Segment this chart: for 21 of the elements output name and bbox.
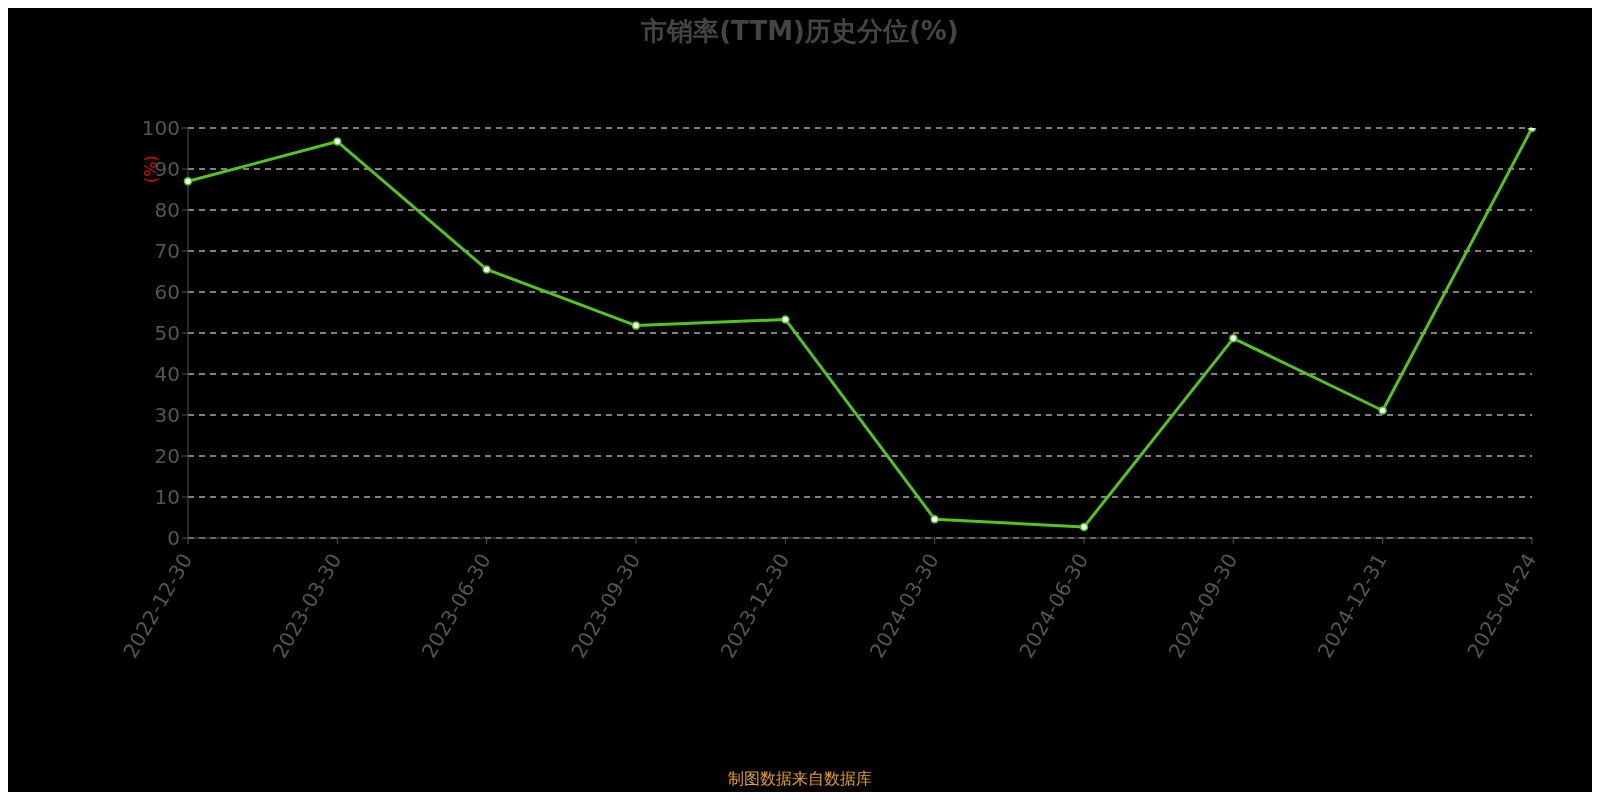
- y-tick-label: 50: [154, 321, 180, 346]
- point: [333, 137, 342, 146]
- point: [1079, 522, 1089, 532]
- y-tick-label: 100: [141, 116, 180, 141]
- y-tick-label: 20: [154, 444, 180, 469]
- y-tick-label: 0: [167, 526, 180, 551]
- point: [183, 177, 193, 186]
- point: [482, 265, 491, 274]
- point: [1378, 406, 1387, 415]
- y-tick-label: 10: [154, 485, 180, 510]
- point: [1229, 334, 1238, 343]
- chart-title: 市销率(TTM)历史分位(%): [640, 15, 960, 48]
- y-tick-label: 70: [154, 239, 180, 264]
- text: 制图数据来自数据库: [727, 769, 873, 790]
- y-tick-label: 60: [154, 280, 180, 305]
- point: [631, 321, 641, 330]
- y-tick-label: 80: [154, 198, 180, 223]
- y-tick-label: 30: [154, 403, 180, 428]
- point: [781, 315, 790, 324]
- point: [930, 514, 939, 524]
- y-tick-label: 40: [154, 362, 180, 387]
